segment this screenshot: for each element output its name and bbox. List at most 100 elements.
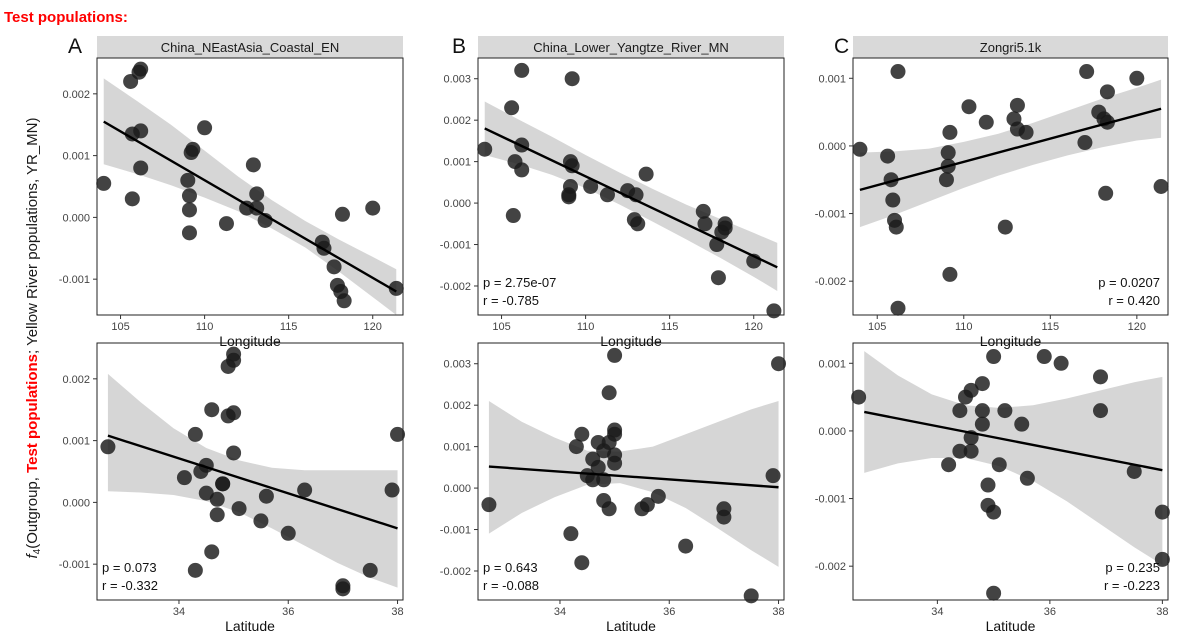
data-point (1093, 369, 1108, 385)
data-point (209, 507, 225, 523)
data-point (563, 526, 579, 542)
y-tick-label: 0.002 (62, 89, 90, 101)
data-point (978, 114, 994, 130)
data-point (297, 482, 313, 498)
f4-symbol: f (24, 553, 41, 559)
data-point (1036, 349, 1052, 365)
y-tick-label: 0.000 (62, 212, 90, 224)
data-point (280, 525, 296, 541)
x-tick-label: 120 (364, 321, 382, 333)
y-axis-title: f4(Outgroup, Test populations; Yellow Ri… (24, 117, 43, 558)
data-point (1079, 64, 1095, 80)
x-axis-label: Longitude (219, 333, 281, 349)
data-point (991, 457, 1007, 473)
data-point (187, 562, 203, 578)
x-tick-label: 36 (663, 606, 675, 618)
data-point (335, 581, 351, 597)
p-value-label: p = 0.073 (102, 560, 157, 575)
confidence-ribbon (859, 79, 1162, 228)
data-point (336, 293, 352, 309)
data-point (1126, 464, 1142, 479)
regression-line (864, 410, 1163, 472)
panel-strip (97, 36, 403, 58)
data-point (218, 216, 234, 232)
x-tick-label: 115 (1042, 321, 1060, 333)
data-point (1093, 403, 1108, 419)
data-point (997, 219, 1013, 235)
data-point (258, 488, 274, 504)
y-tick-label: 0.001 (818, 358, 846, 370)
data-point (961, 99, 977, 115)
data-point (249, 186, 265, 202)
data-point (601, 385, 617, 401)
data-point (226, 405, 242, 421)
y-tick-label: -0.002 (440, 566, 471, 578)
data-point (890, 64, 906, 80)
data-point (650, 488, 666, 504)
data-point (695, 203, 711, 219)
data-point (1053, 355, 1069, 371)
data-point (253, 513, 269, 529)
data-point (678, 538, 694, 554)
data-point (986, 504, 1002, 520)
data-point (504, 100, 520, 116)
y-tick-label: 0.002 (443, 115, 471, 127)
r-value-label: r = -0.785 (483, 293, 539, 308)
data-point (133, 160, 149, 176)
data-point (599, 187, 615, 203)
data-point (215, 476, 231, 492)
data-point (384, 482, 400, 498)
data-point (601, 501, 617, 517)
r-value-label: r = -0.223 (1104, 578, 1160, 593)
data-point (176, 470, 192, 486)
panel-border (852, 57, 1169, 316)
y-tick-label: -0.002 (815, 561, 846, 573)
x-tick-label: 110 (955, 321, 973, 333)
y-tick-label: 0.001 (62, 151, 90, 163)
data-point (851, 389, 867, 405)
y-tick-label: -0.001 (440, 525, 471, 537)
panel-letter: C (834, 35, 849, 58)
panel-letter: B (452, 35, 466, 58)
data-point (365, 200, 381, 216)
x-tick-label: 105 (492, 321, 510, 333)
data-point (1077, 135, 1093, 151)
data-point (938, 172, 954, 188)
data-point (226, 445, 242, 461)
y-tick-label: 0.002 (443, 400, 471, 412)
data-point (197, 120, 213, 136)
r-value-label: r = -0.088 (483, 578, 539, 593)
data-point (766, 303, 782, 319)
data-point (974, 376, 990, 392)
data-point (226, 352, 242, 368)
data-point (1098, 185, 1114, 201)
figure-heading: Test populations: (4, 9, 128, 26)
y-tick-label: -0.001 (815, 494, 846, 506)
x-tick-label: 36 (282, 606, 294, 618)
data-point (963, 443, 979, 459)
data-point (568, 439, 584, 455)
panel-border (96, 57, 404, 316)
data-point (326, 259, 342, 275)
x-tick-label: 38 (772, 606, 784, 618)
data-point (231, 501, 247, 517)
panel-title: China_Lower_Yangtze_River_MN (533, 40, 729, 55)
data-point (133, 123, 149, 139)
data-point (716, 509, 732, 525)
x-tick-label: 120 (1128, 321, 1146, 333)
y-tick-label: 0.003 (443, 74, 471, 86)
data-point (362, 562, 378, 578)
regression-line (484, 127, 778, 269)
panel-border (477, 342, 785, 601)
data-point (564, 158, 580, 174)
data-point (952, 443, 968, 459)
data-point (209, 491, 225, 507)
data-point (96, 175, 112, 191)
x-tick-label: 105 (111, 321, 129, 333)
x-tick-label: 120 (745, 321, 763, 333)
y-tick-label: 0.001 (443, 157, 471, 169)
x-axis-label: Latitude (986, 618, 1036, 634)
data-point (952, 403, 968, 419)
data-point (940, 145, 956, 161)
data-point (717, 220, 733, 236)
